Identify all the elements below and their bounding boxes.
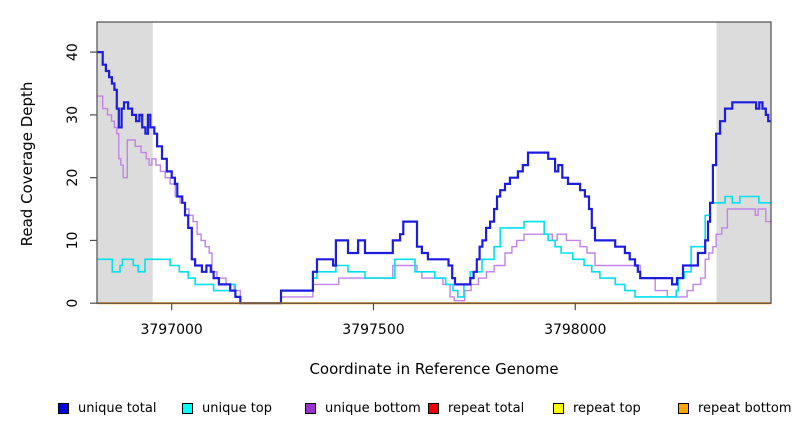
series-unique-top: [97, 195, 771, 304]
x-tick-label: 3797500: [342, 322, 404, 338]
x-tick-label: 3797000: [140, 322, 202, 338]
plot-box: [96, 21, 772, 304]
y-tick-label: 40: [65, 43, 81, 61]
series-unique-total: [97, 51, 771, 305]
y-tick-label: 10: [65, 232, 81, 250]
y-tick-label: 0: [65, 299, 81, 308]
x-tick-label: 3798000: [544, 322, 606, 338]
y-tick-label: 20: [65, 169, 81, 187]
series-unique-bottom: [97, 95, 771, 304]
repeat-region-band: [716, 22, 771, 304]
y-tick-label: 30: [65, 106, 81, 124]
y-axis-label: Read Coverage Depth: [18, 81, 36, 247]
x-axis-label: Coordinate in Reference Genome: [309, 360, 559, 378]
